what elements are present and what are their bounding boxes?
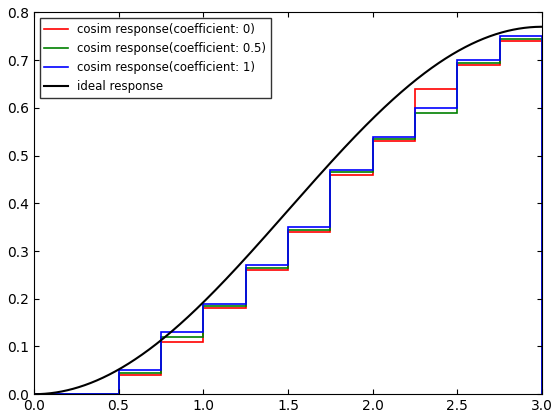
ideal response	[82, 382, 89, 387]
Line: ideal response: ideal response	[34, 27, 542, 394]
ideal response	[436, 60, 443, 65]
ideal response	[254, 242, 261, 247]
ideal response	[30, 392, 37, 397]
Legend: cosim response(coefficient: 0), cosim response(coefficient: 0.5), cosim response: cosim response(coefficient: 0), cosim re…	[40, 18, 271, 97]
ideal response	[380, 106, 386, 111]
ideal response	[427, 66, 433, 71]
ideal response	[539, 24, 545, 29]
ideal response	[236, 262, 242, 268]
